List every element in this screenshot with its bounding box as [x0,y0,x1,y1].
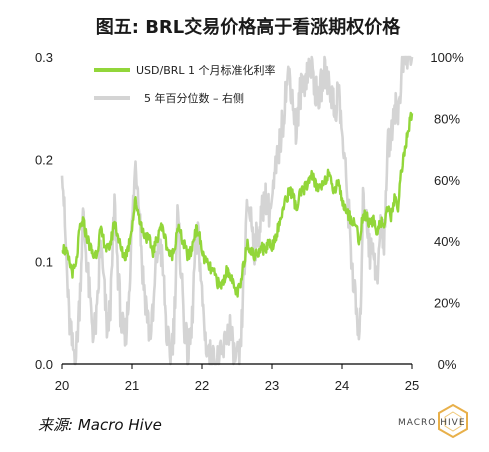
x-tick-label: 23 [265,378,279,393]
y-left-tick-label: 0.1 [35,255,53,270]
y-left-tick-label: 0.2 [35,152,53,167]
y-right-tick-label: 60% [434,173,460,188]
series-line-usd-brl [61,111,414,298]
x-axis: 20 21 22 23 24 25 [55,364,419,393]
y-left-tick-label: 0.3 [35,50,53,65]
series-line-percentile [60,55,414,366]
y-right-tick-label: 0% [438,357,457,372]
macro-hive-logo [438,403,468,439]
right-axis: 0% 20% 40% 60% 80% 100% [430,50,464,372]
watermark-text: MACRO HIVE [398,418,466,428]
y-right-tick-label: 100% [430,50,464,65]
source-note: 来源: Macro Hive [38,416,162,434]
x-tick-label: 22 [195,378,209,393]
y-right-tick-label: 40% [434,234,460,249]
y-right-tick-label: 80% [434,111,460,126]
x-tick-label: 25 [405,378,419,393]
legend-label-percentile: 5 年百分位数 – 右侧 [144,91,244,105]
x-tick-label: 20 [55,378,69,393]
series-layer [60,55,414,366]
y-right-tick-label: 20% [434,296,460,311]
x-tick-label: 21 [125,378,139,393]
legend: USD/BRL 1 个月标准化利率 5 年百分位数 – 右侧 [94,63,276,105]
x-tick-label: 24 [335,378,349,393]
left-axis: 0.0 0.1 0.2 0.3 [35,50,53,372]
legend-label-usd-brl: USD/BRL 1 个月标准化利率 [136,63,276,77]
y-left-tick-label: 0.0 [35,357,53,372]
chart-title: 图五: BRL交易价格高于看涨期权价格 [96,16,402,38]
